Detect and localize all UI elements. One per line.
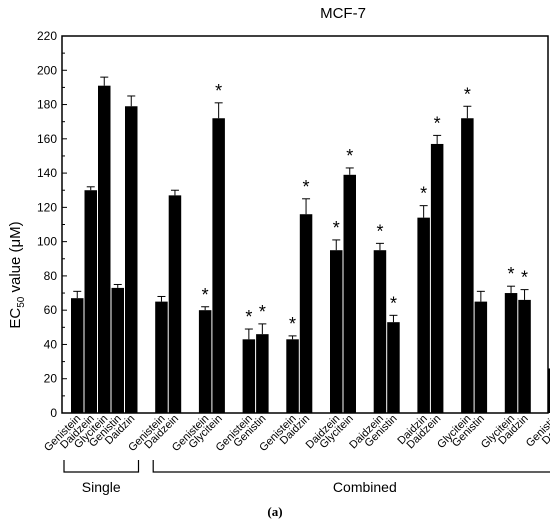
- y-tick-label: 20: [44, 372, 58, 386]
- significance-marker: *: [346, 146, 353, 166]
- significance-marker: *: [259, 302, 266, 322]
- bar: [98, 85, 111, 413]
- significance-marker: *: [333, 218, 340, 238]
- y-tick-label: 160: [37, 132, 57, 146]
- bar: [111, 287, 124, 413]
- y-tick-label: 200: [37, 63, 57, 77]
- bar: [373, 250, 387, 413]
- bar: [155, 301, 168, 413]
- significance-marker: *: [303, 177, 310, 197]
- bar: [548, 368, 550, 413]
- y-tick-label: 180: [37, 98, 57, 112]
- single-group-bracket: [63, 460, 140, 473]
- bar: [518, 299, 531, 413]
- y-tick-label: 120: [37, 200, 57, 214]
- y-tick-label: 80: [44, 269, 58, 283]
- bar: [256, 334, 269, 413]
- bar: [343, 174, 356, 413]
- significance-marker: *: [202, 285, 209, 305]
- significance-marker: *: [508, 264, 515, 284]
- single-group-label: Single: [82, 479, 121, 495]
- significance-marker: *: [390, 293, 397, 313]
- bar: [71, 298, 84, 413]
- y-axis-label-prefix: EC: [7, 308, 24, 329]
- panel-label: (a): [267, 504, 282, 519]
- plot-area: 020406080100120140160180200220GenisteinD…: [37, 29, 550, 495]
- y-axis-label: EC50 value (μM): [7, 221, 27, 328]
- y-axis-label-subscript: 50: [16, 296, 27, 308]
- significance-marker: *: [245, 307, 252, 327]
- bar: [504, 293, 518, 413]
- y-tick-label: 40: [44, 337, 58, 351]
- bar: [387, 322, 400, 413]
- y-tick-label: 0: [50, 406, 57, 420]
- bar: [84, 190, 97, 413]
- chart-title: MCF-7: [320, 5, 366, 22]
- combined-group-bracket: [152, 460, 550, 473]
- bar: [461, 118, 474, 413]
- bar: [417, 217, 430, 413]
- bar: [198, 310, 212, 413]
- significance-marker: *: [521, 268, 528, 288]
- bar: [286, 339, 299, 413]
- bar: [299, 214, 313, 413]
- significance-marker: *: [434, 113, 441, 133]
- bar: [125, 106, 138, 413]
- y-tick-label: 220: [37, 29, 57, 43]
- y-tick-label: 140: [37, 166, 57, 180]
- bar: [212, 118, 225, 413]
- significance-marker: *: [420, 184, 427, 204]
- bar: [168, 195, 182, 413]
- bar: [474, 301, 488, 413]
- bar: [330, 250, 343, 413]
- significance-marker: *: [215, 81, 222, 101]
- y-tick-label: 60: [44, 303, 58, 317]
- y-tick-label: 100: [37, 235, 57, 249]
- combined-group-label: Combined: [333, 479, 397, 495]
- bar: [430, 143, 444, 413]
- significance-marker: *: [376, 221, 383, 241]
- y-axis-label-suffix: value (μM): [7, 221, 24, 296]
- significance-marker: *: [289, 314, 296, 334]
- significance-marker: *: [464, 84, 471, 104]
- bar: [242, 339, 256, 413]
